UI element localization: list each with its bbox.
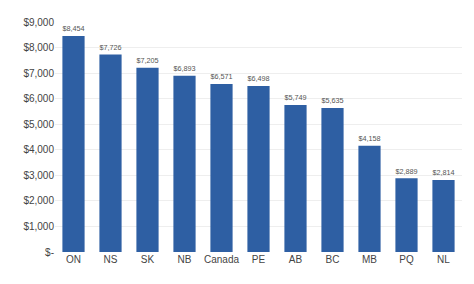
svg-text:$7,726: $7,726 (99, 43, 121, 52)
svg-text:$8,000: $8,000 (23, 42, 54, 53)
svg-text:$7,000: $7,000 (23, 68, 54, 79)
svg-text:$-: $- (45, 247, 54, 258)
svg-text:$3,000: $3,000 (23, 170, 54, 181)
svg-text:$4,000: $4,000 (23, 144, 54, 155)
svg-text:$2,814: $2,814 (432, 168, 454, 177)
svg-text:BC: BC (326, 254, 340, 265)
svg-text:AB: AB (289, 254, 303, 265)
svg-text:$5,000: $5,000 (23, 119, 54, 130)
svg-text:$6,893: $6,893 (173, 64, 195, 73)
svg-text:$1,000: $1,000 (23, 221, 54, 232)
svg-text:NB: NB (178, 254, 192, 265)
svg-text:$2,000: $2,000 (23, 195, 54, 206)
svg-text:$6,571: $6,571 (210, 72, 232, 81)
svg-text:$5,635: $5,635 (321, 96, 343, 105)
svg-text:NS: NS (104, 254, 118, 265)
svg-text:NL: NL (437, 254, 450, 265)
svg-text:$5,749: $5,749 (284, 93, 306, 102)
svg-text:$4,158: $4,158 (358, 134, 380, 143)
svg-text:$9,000: $9,000 (23, 17, 54, 28)
svg-text:PQ: PQ (399, 254, 414, 265)
svg-text:$2,889: $2,889 (395, 167, 417, 176)
svg-text:$7,205: $7,205 (136, 56, 158, 65)
svg-text:SK: SK (141, 254, 155, 265)
svg-text:$8,454: $8,454 (62, 24, 84, 33)
svg-text:PE: PE (252, 254, 266, 265)
svg-text:ON: ON (66, 254, 81, 265)
svg-text:$6,000: $6,000 (23, 93, 54, 104)
svg-text:$6,498: $6,498 (247, 74, 269, 83)
svg-text:MB: MB (362, 254, 377, 265)
svg-text:Canada: Canada (204, 254, 239, 265)
